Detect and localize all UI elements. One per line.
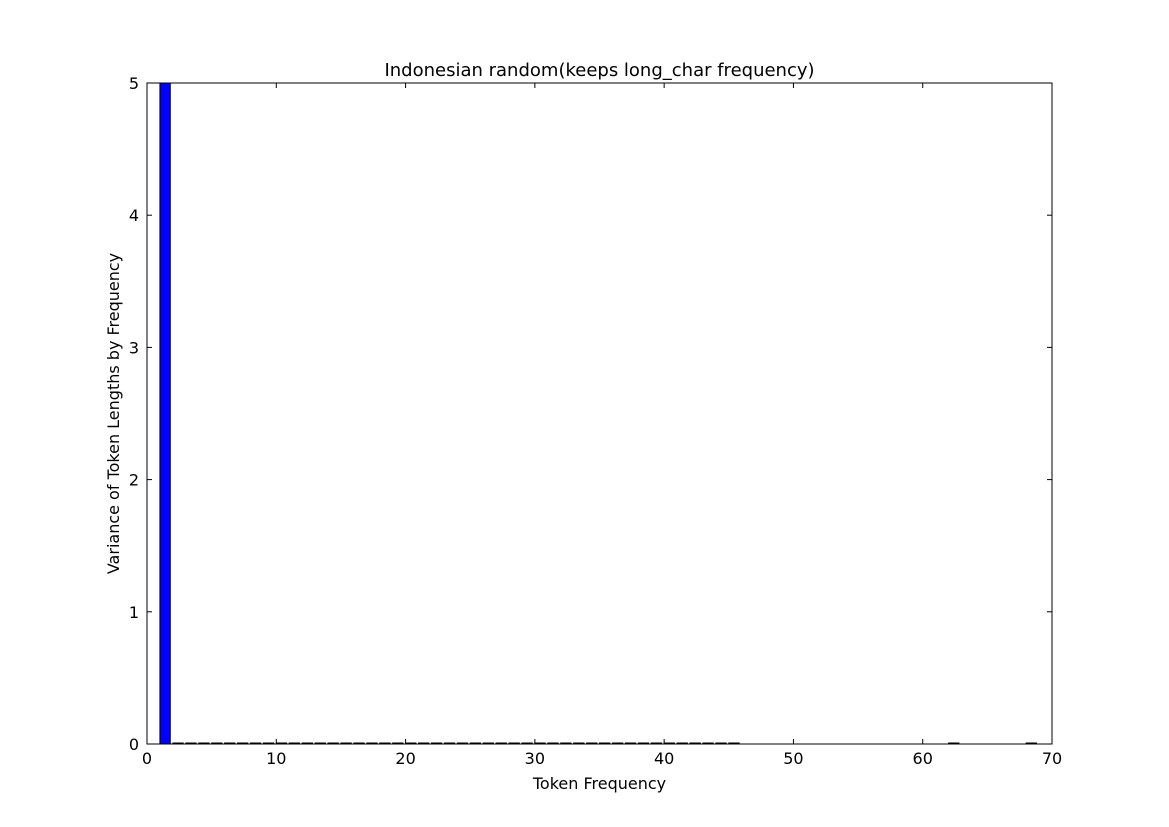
y-tick-label: 0 bbox=[129, 735, 139, 754]
x-tick-label: 60 bbox=[913, 749, 933, 768]
y-axis-label: Variance of Token Lengths by Frequency bbox=[104, 253, 123, 574]
plot-frame bbox=[146, 82, 1053, 745]
x-tick-label: 70 bbox=[1042, 749, 1062, 768]
x-tick-label: 0 bbox=[142, 749, 152, 768]
x-tick-label: 20 bbox=[395, 749, 415, 768]
chart-title: Indonesian random(keeps long_char freque… bbox=[384, 60, 814, 81]
bar bbox=[159, 82, 171, 745]
y-tick-label: 4 bbox=[129, 206, 139, 225]
y-tick-label: 1 bbox=[129, 603, 139, 622]
ticks-layer: 0 10 20 30 40 50 60 70 0 1 2 3 4 5 bbox=[129, 74, 1062, 768]
x-tick-label: 40 bbox=[654, 749, 674, 768]
y-tick-label: 3 bbox=[129, 338, 139, 357]
x-axis-label: Token Frequency bbox=[532, 774, 666, 793]
y-tick-label: 5 bbox=[129, 74, 139, 93]
x-tick-label: 50 bbox=[783, 749, 803, 768]
y-tick-label: 2 bbox=[129, 471, 139, 490]
x-tick-label: 30 bbox=[525, 749, 545, 768]
x-tick-label: 10 bbox=[266, 749, 286, 768]
